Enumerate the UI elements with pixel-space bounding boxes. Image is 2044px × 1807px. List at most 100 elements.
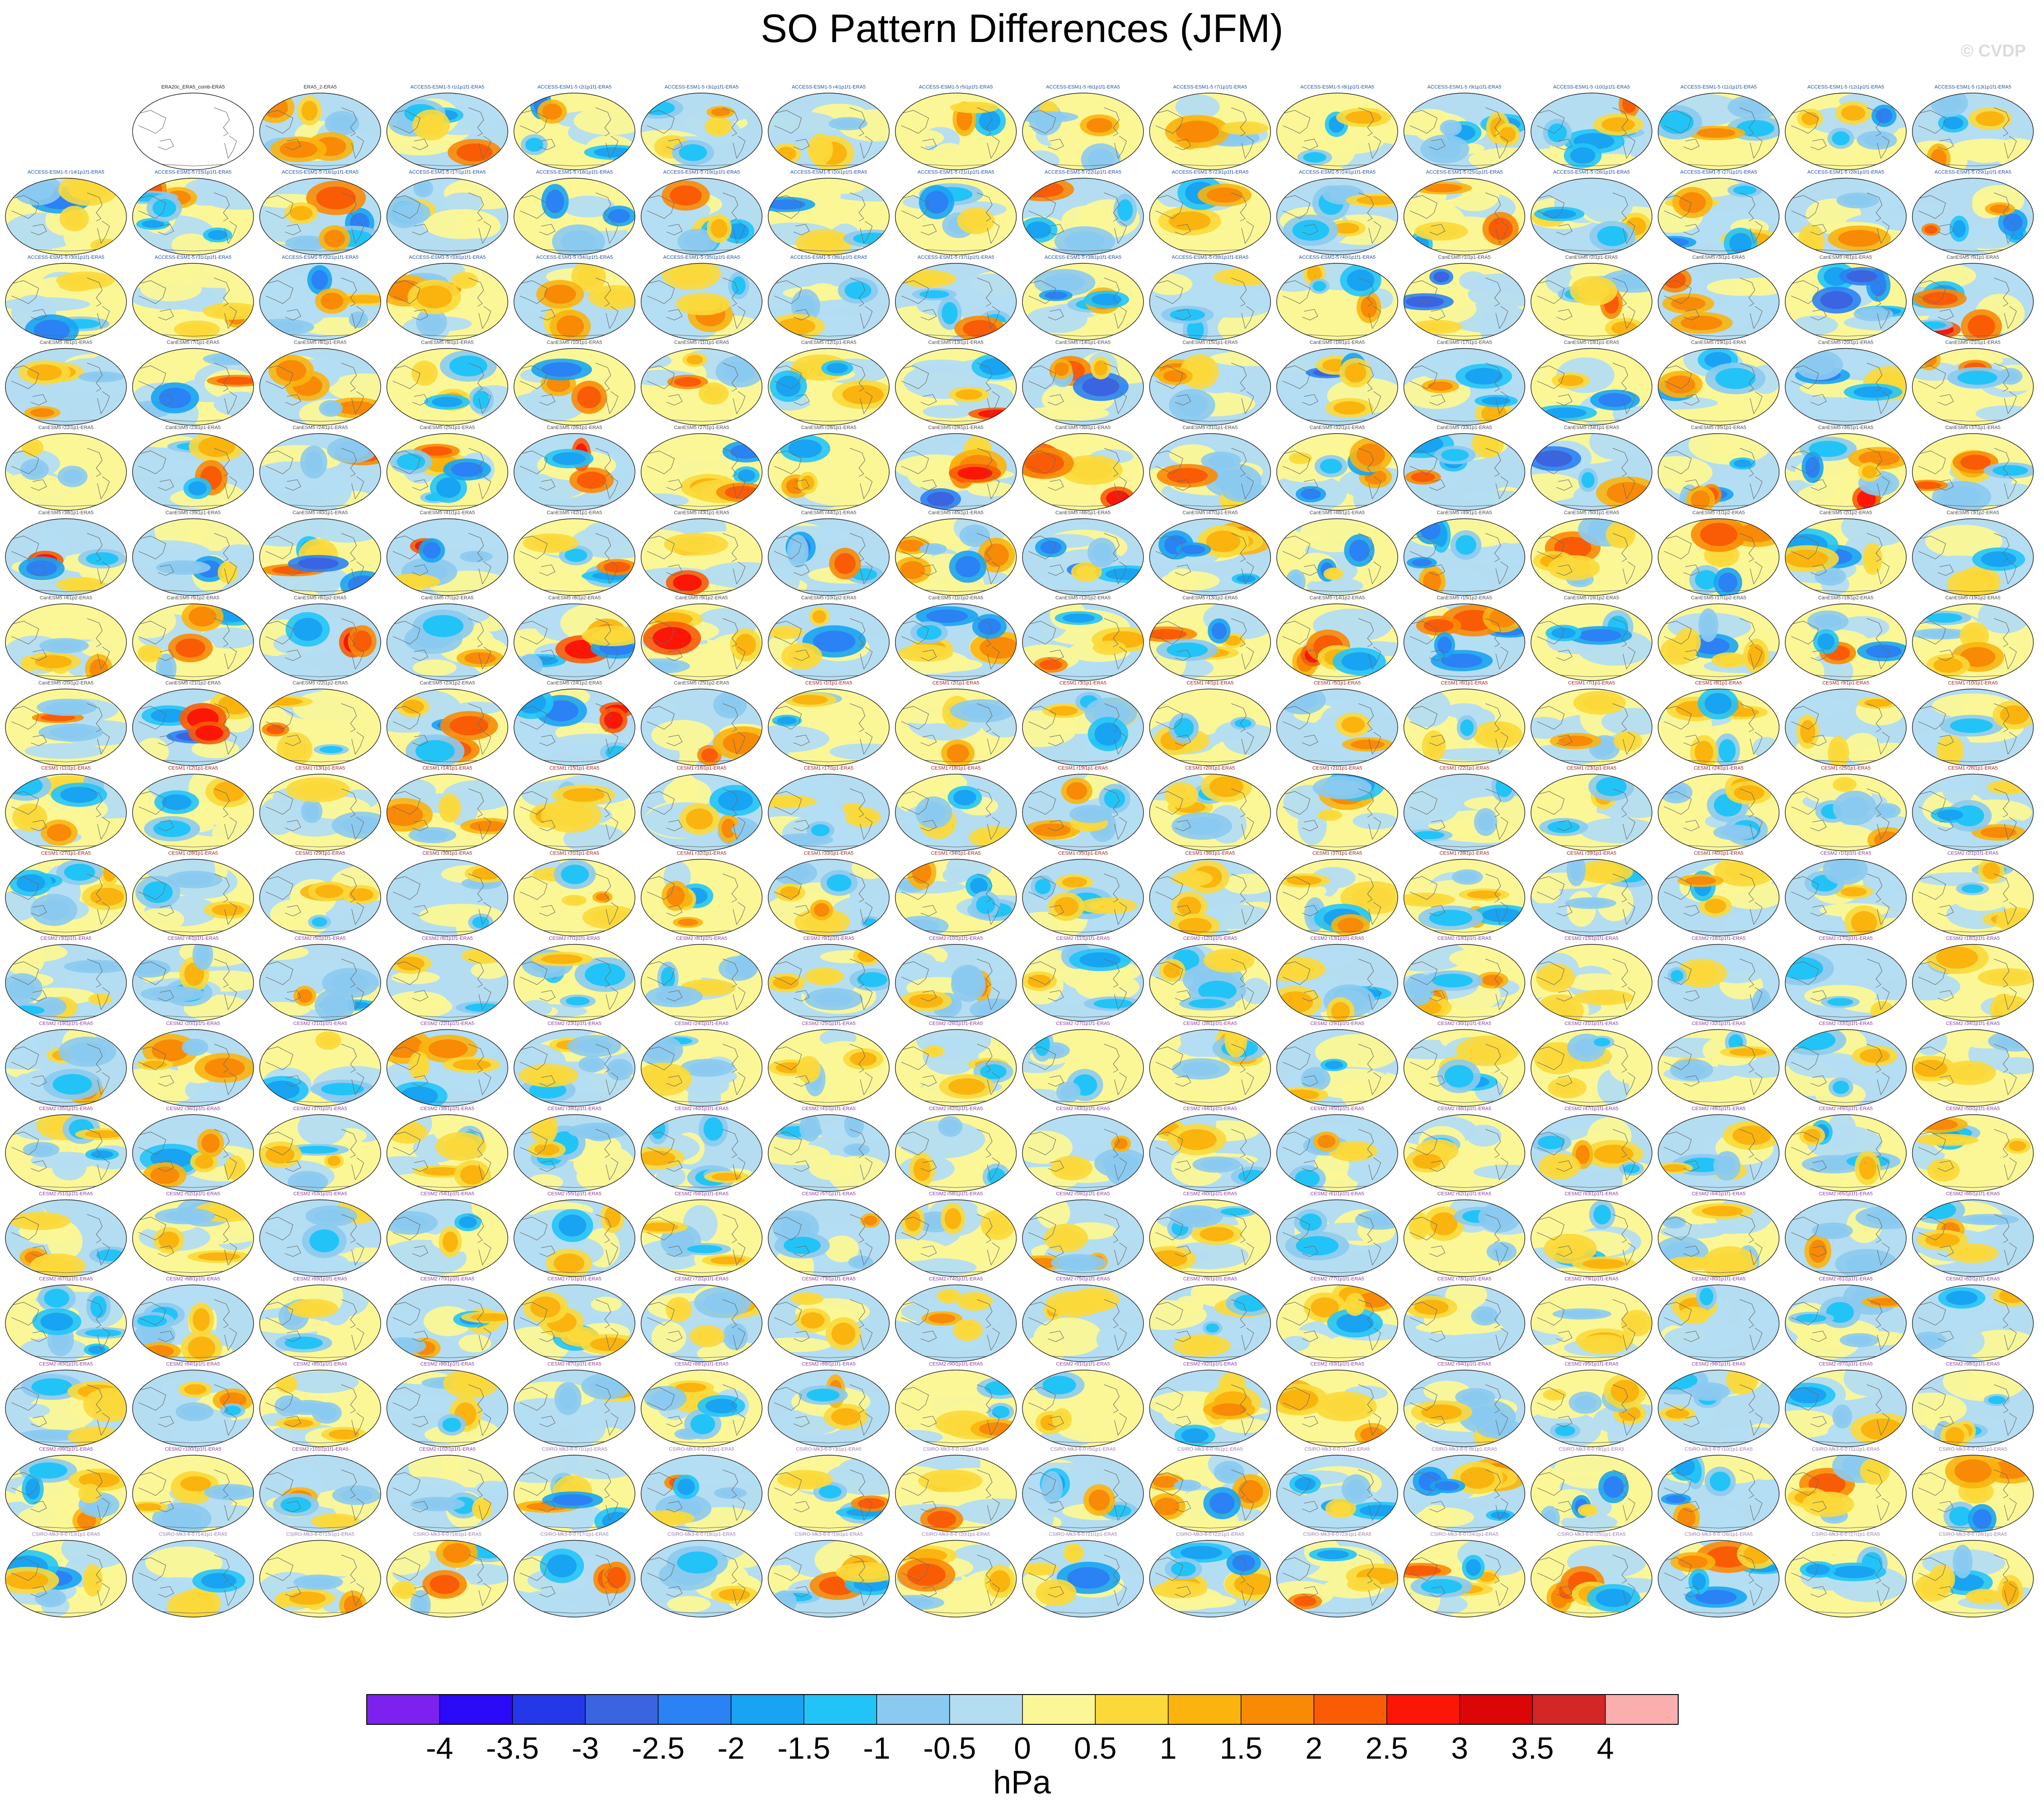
- colorbar-swatch: [585, 1695, 658, 1724]
- map-panel: CanESM5 r36i1p1-ERA5: [1785, 425, 1907, 511]
- map-panel: CESM2 r94i1p1f1-ERA5: [1403, 1362, 1526, 1447]
- panel-title: CESM2 r52i1p1f1-ERA5: [166, 1191, 220, 1197]
- map-panel: CanESM5 r25i1p1-ERA5: [386, 425, 509, 511]
- panel-title: CESM2 r60i1p1f1-ERA5: [1183, 1191, 1237, 1197]
- map-panel: CESM2 r69i1p1f1-ERA5: [259, 1276, 381, 1362]
- map-panel: CESM2 r77i1p1f1-ERA5: [1276, 1276, 1398, 1362]
- map-panel: ACCESS-ESM1-5 r38i1p1f1-ERA5: [1022, 255, 1144, 341]
- map-panel: ACCESS-ESM1-5 r10i1p1f1-ERA5: [1531, 84, 1652, 170]
- panel-title: CanESM5 r9i1p2-ERA5: [675, 595, 728, 601]
- map-panel: CESM1 r6i1p1-ERA5: [1403, 681, 1526, 766]
- map-panel: CESM1 r11i1p1-ERA5: [5, 766, 127, 851]
- colorbar-swatch: [1022, 1695, 1096, 1724]
- map-panel: CanESM5 r15i1p2-ERA5: [1403, 595, 1526, 681]
- map-panel: CanESM5 r31i1p1-ERA5: [1149, 425, 1271, 511]
- colorbar-swatch: [1168, 1695, 1241, 1724]
- panel-title: CESM1 r34i1p1-ERA5: [931, 851, 980, 856]
- map-panel: CanESM5 r1i1p1-ERA5: [1403, 255, 1526, 341]
- map-panel: CSIRO-Mk3-6-0 r10i1p1-ERA5: [1657, 1447, 1780, 1532]
- map-panel: CESM2 r71i1p1f1-ERA5: [513, 1276, 635, 1362]
- panel-title: CanESM5 r4i1p2-ERA5: [40, 595, 92, 601]
- panel-title: ACCESS-ESM1-5 r12i1p1f1-ERA5: [1807, 84, 1884, 90]
- map-panel: CESM2 r22i1p1f1-ERA5: [386, 1021, 509, 1107]
- panel-title: CESM1 r28i1p1-ERA5: [168, 851, 218, 856]
- panel-title: CanESM5 r38i1p1-ERA5: [38, 510, 93, 516]
- panel-title: CESM2 r5i1p1f1-ERA5: [294, 936, 345, 941]
- panel-title: ACCESS-ESM1-5 r30i1p1f1-ERA5: [28, 255, 104, 260]
- map-panel: CSIRO-Mk3-6-0 r28i1p1-ERA5: [1912, 1532, 2034, 1618]
- panel-title: CESM2 r74i1p1f1-ERA5: [929, 1276, 983, 1282]
- colorbar-swatch: [512, 1695, 586, 1724]
- panel-title: CESM2 r10i1p1f1-ERA5: [929, 936, 983, 941]
- map-panel: CESM2 r95i1p1f1-ERA5: [1531, 1362, 1652, 1447]
- panel-title: CanESM5 r10i1p1-ERA5: [547, 340, 602, 346]
- panel-title: CanESM5 r11i1p2-ERA5: [929, 595, 983, 601]
- panel-title: CESM2 r36i1p1f1-ERA5: [166, 1106, 220, 1111]
- colorbar-swatch: [1460, 1695, 1533, 1724]
- map-panel: CESM1 r30i1p1-ERA5: [386, 851, 509, 937]
- map-panel: CSIRO-Mk3-6-0 r3i1p1-ERA5: [768, 1447, 890, 1532]
- panel-title: CESM2 r29i1p1f1-ERA5: [1310, 1021, 1364, 1027]
- map-panel: CESM2 r1i1p1f1-ERA5: [1785, 851, 1907, 937]
- map-panel: CanESM5 r11i1p1-ERA5: [640, 340, 763, 426]
- panel-title: CSIRO-Mk3-6-0 r14i1p1-ERA5: [159, 1532, 227, 1537]
- panel-title: CESM2 r13i1p1f1-ERA5: [1310, 936, 1364, 941]
- colorbar-swatch: [804, 1695, 877, 1724]
- colorbar-tick-label: 3.5: [1511, 1731, 1554, 1765]
- map-panel: CESM2 r25i1p1f1-ERA5: [768, 1021, 890, 1107]
- map-panel: CESM1 r23i1p1-ERA5: [1531, 766, 1652, 851]
- panel-title: CESM2 r26i1p1f1-ERA5: [929, 1021, 983, 1027]
- map-panel: CESM2 r37i1p1f1-ERA5: [259, 1106, 381, 1192]
- panel-title: CSIRO-Mk3-6-0 r12i1p1-ERA5: [1939, 1447, 2007, 1452]
- map-panel: CESM2 r76i1p1f1-ERA5: [1149, 1276, 1271, 1362]
- panel-title: CESM2 r40i1p1f1-ERA5: [675, 1106, 728, 1111]
- map-panel: CESM2 r27i1p1f1-ERA5: [1022, 1021, 1144, 1107]
- panel-title: CESM1 r11i1p1-ERA5: [41, 766, 90, 771]
- panel-title: CESM2 r42i1p1f1-ERA5: [929, 1106, 983, 1111]
- map-panel: CSIRO-Mk3-6-0 r20i1p1-ERA5: [895, 1532, 1017, 1618]
- panel-title: CanESM5 r3i1p1-ERA5: [1692, 255, 1745, 260]
- panel-title: CanESM5 r44i1p1-ERA5: [801, 510, 856, 516]
- colorbar-tick-label: 0: [1014, 1731, 1031, 1765]
- panel-title: CESM1 r36i1p1-ERA5: [1185, 851, 1235, 856]
- panel-title: ACCESS-ESM1-5 r7i1p1f1-ERA5: [1173, 84, 1247, 90]
- map-panel: CanESM5 r3i1p1-ERA5: [1657, 255, 1780, 341]
- colorbar-tick-label: 0.5: [1074, 1731, 1117, 1765]
- map-panel: CESM2 r67i1p1f1-ERA5: [5, 1276, 127, 1362]
- map-panel: ACCESS-ESM1-5 r34i1p1f1-ERA5: [513, 255, 635, 341]
- map-panel: CESM1 r4i1p1-ERA5: [1149, 681, 1271, 766]
- colorbar-swatch: [1386, 1695, 1460, 1724]
- panel-title: CESM2 r95i1p1f1-ERA5: [1564, 1362, 1618, 1367]
- map-panel: CESM2 r19i1p1f1-ERA5: [5, 1021, 127, 1107]
- map-panel: CESM2 r82i1p1f1-ERA5: [1912, 1276, 2034, 1362]
- panel-title: CESM2 r31i1p1f1-ERA5: [1564, 1021, 1618, 1027]
- map-panel: CanESM5 r9i1p1-ERA5: [386, 340, 509, 426]
- panel-title: CESM1 r12i1p1-ERA5: [168, 766, 218, 771]
- map-panel: CESM1 r36i1p1-ERA5: [1149, 851, 1271, 937]
- panel-title: CESM2 r50i1p1f1-ERA5: [1946, 1106, 2000, 1111]
- panel-title: CanESM5 r3i1p2-ERA5: [1946, 510, 1999, 516]
- map-panel: CanESM5 r4i1p2-ERA5: [5, 595, 127, 681]
- colorbar-swatch: [658, 1695, 732, 1724]
- map-panel: CESM1 r39i1p1-ERA5: [1531, 851, 1652, 937]
- map-panel: CESM2 r58i1p1f1-ERA5: [895, 1191, 1017, 1277]
- map-panel: CanESM5 r21i1p1-ERA5: [1912, 340, 2034, 426]
- map-panel: CanESM5 r3i1p2-ERA5: [1912, 510, 2034, 596]
- map-panel: CESM2 r75i1p1f1-ERA5: [1022, 1276, 1144, 1362]
- panel-title: ACCESS-ESM1-5 r14i1p1f1-ERA5: [28, 170, 104, 175]
- panel-title: CESM2 r6i1p1f1-ERA5: [422, 936, 473, 941]
- panel-title: CanESM5 r17i1p1-ERA5: [1437, 340, 1492, 346]
- map-panel: CESM2 r15i1p1f1-ERA5: [1531, 936, 1652, 1022]
- map-panel: CSIRO-Mk3-6-0 r1i1p1-ERA5: [513, 1447, 635, 1532]
- map-panel: CESM1 r16i1p1-ERA5: [640, 766, 763, 851]
- panel-title: CanESM5 r19i1p2-ERA5: [1945, 595, 2000, 601]
- panel-title: CESM1 r9i1p1-ERA5: [1822, 681, 1869, 686]
- map-panel: CESM2 r4i1p1f1-ERA5: [132, 936, 254, 1022]
- colorbar-swatch: [1314, 1695, 1387, 1724]
- map-panel: CESM1 r18i1p1-ERA5: [895, 766, 1017, 851]
- map-panel: CanESM5 r5i1p2-ERA5: [132, 595, 254, 681]
- map-panel: CESM1 r21i1p1-ERA5: [1276, 766, 1398, 851]
- panel-title: ACCESS-ESM1-5 r27i1p1f1-ERA5: [1680, 170, 1757, 175]
- panel-title: CanESM5 r14i1p1-ERA5: [1055, 340, 1111, 346]
- panel-title: CESM1 r8i1p1-ERA5: [1695, 681, 1742, 686]
